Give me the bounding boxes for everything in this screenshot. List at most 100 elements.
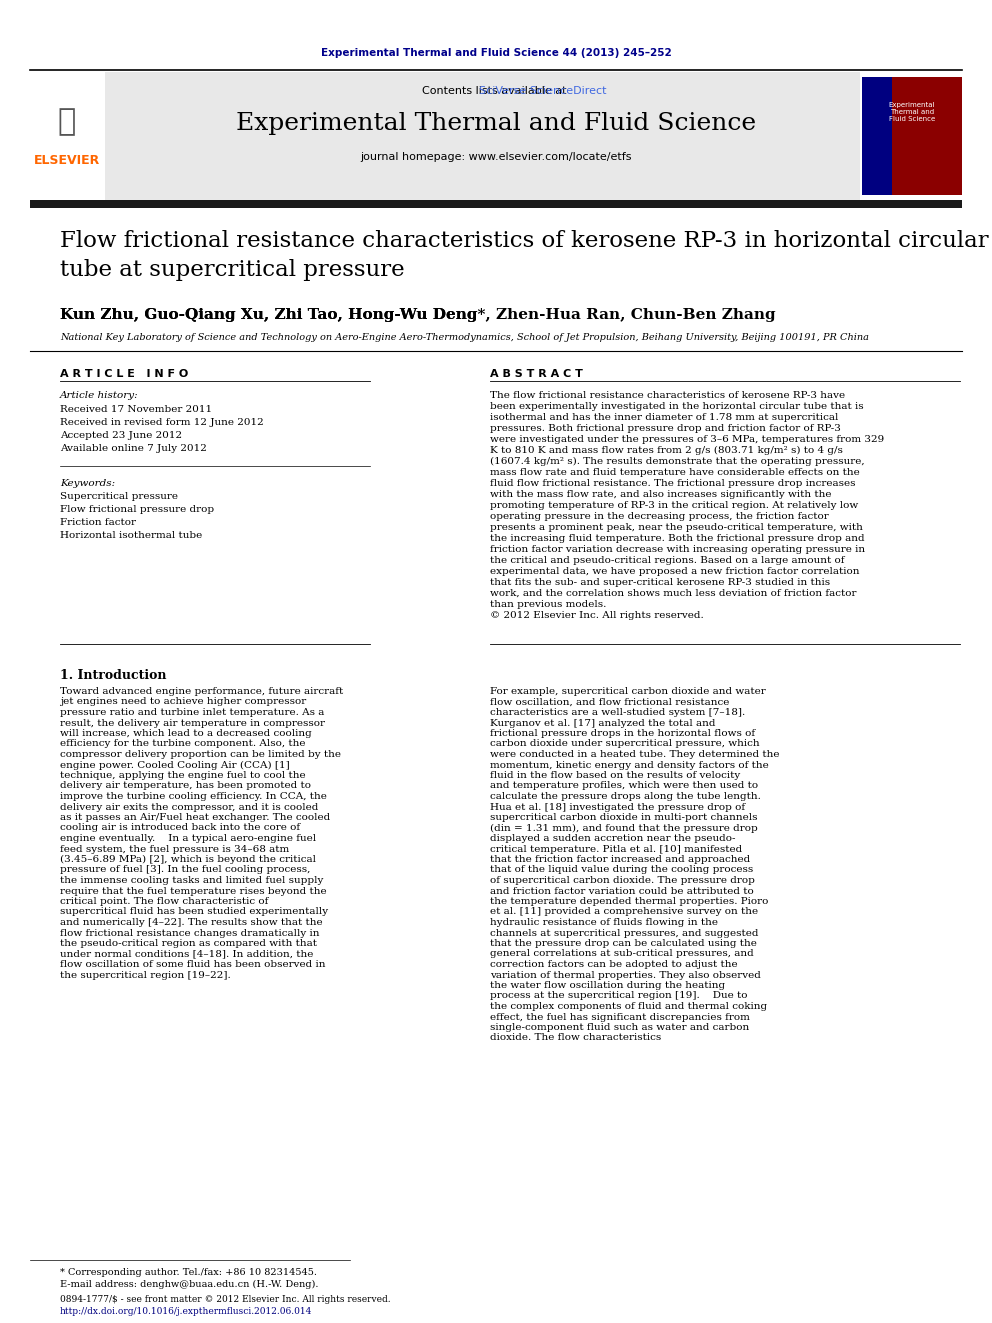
Text: mass flow rate and fluid temperature have considerable effects on the: mass flow rate and fluid temperature hav… xyxy=(490,468,860,478)
Text: Experimental
Thermal and
Fluid Science: Experimental Thermal and Fluid Science xyxy=(889,102,935,122)
Text: (din = 1.31 mm), and found that the pressure drop: (din = 1.31 mm), and found that the pres… xyxy=(490,823,758,832)
Text: and temperature profiles, which were then used to: and temperature profiles, which were the… xyxy=(490,782,758,791)
Text: Kun Zhu, Guo-Qiang Xu, Zhi Tao, Hong-Wu Deng: Kun Zhu, Guo-Qiang Xu, Zhi Tao, Hong-Wu … xyxy=(60,308,477,321)
Text: and friction factor variation could be attributed to: and friction factor variation could be a… xyxy=(490,886,754,896)
Text: flow oscillation of some fluid has been observed in: flow oscillation of some fluid has been … xyxy=(60,960,325,968)
Text: with the mass flow rate, and also increases significantly with the: with the mass flow rate, and also increa… xyxy=(490,490,831,499)
Text: journal homepage: www.elsevier.com/locate/etfs: journal homepage: www.elsevier.com/locat… xyxy=(360,152,632,161)
Text: fluid in the flow based on the results of velocity: fluid in the flow based on the results o… xyxy=(490,771,740,781)
Text: compressor delivery proportion can be limited by the: compressor delivery proportion can be li… xyxy=(60,750,341,759)
Text: will increase, which lead to a decreased cooling: will increase, which lead to a decreased… xyxy=(60,729,311,738)
Text: the immense cooling tasks and limited fuel supply: the immense cooling tasks and limited fu… xyxy=(60,876,323,885)
Text: © 2012 Elsevier Inc. All rights reserved.: © 2012 Elsevier Inc. All rights reserved… xyxy=(490,611,703,620)
Text: delivery air temperature, has been promoted to: delivery air temperature, has been promo… xyxy=(60,782,311,791)
Text: of supercritical carbon dioxide. The pressure drop: of supercritical carbon dioxide. The pre… xyxy=(490,876,755,885)
Text: For example, supercritical carbon dioxide and water: For example, supercritical carbon dioxid… xyxy=(490,687,766,696)
Text: critical temperature. Pitla et al. [10] manifested: critical temperature. Pitla et al. [10] … xyxy=(490,844,742,853)
Text: engine power. Cooled Cooling Air (CCA) [1]: engine power. Cooled Cooling Air (CCA) [… xyxy=(60,761,290,770)
Bar xyxy=(30,71,105,200)
Text: Flow frictional resistance characteristics of kerosene RP-3 in horizontal circul: Flow frictional resistance characteristi… xyxy=(60,230,989,280)
Text: improve the turbine cooling efficiency. In CCA, the: improve the turbine cooling efficiency. … xyxy=(60,792,327,800)
Text: work, and the correlation shows much less deviation of friction factor: work, and the correlation shows much les… xyxy=(490,589,856,598)
Text: supercritical carbon dioxide in multi-port channels: supercritical carbon dioxide in multi-po… xyxy=(490,814,758,822)
Text: 1. Introduction: 1. Introduction xyxy=(60,669,167,681)
Text: Experimental Thermal and Fluid Science: Experimental Thermal and Fluid Science xyxy=(236,112,756,135)
Text: that fits the sub- and super-critical kerosene RP-3 studied in this: that fits the sub- and super-critical ke… xyxy=(490,578,830,587)
Text: efficiency for the turbine component. Also, the: efficiency for the turbine component. Al… xyxy=(60,740,306,749)
Text: (1607.4 kg/m² s). The results demonstrate that the operating pressure,: (1607.4 kg/m² s). The results demonstrat… xyxy=(490,456,865,466)
Text: hydraulic resistance of fluids flowing in the: hydraulic resistance of fluids flowing i… xyxy=(490,918,718,927)
Text: engine eventually.    In a typical aero-engine fuel: engine eventually. In a typical aero-eng… xyxy=(60,833,316,843)
Bar xyxy=(862,77,892,194)
Text: Available online 7 July 2012: Available online 7 July 2012 xyxy=(60,445,207,452)
Bar xyxy=(80,71,860,200)
Text: the temperature depended thermal properties. Pioro: the temperature depended thermal propert… xyxy=(490,897,769,906)
Text: were investigated under the pressures of 3–6 MPa, temperatures from 329: were investigated under the pressures of… xyxy=(490,435,884,445)
Text: A R T I C L E   I N F O: A R T I C L E I N F O xyxy=(60,369,188,378)
Text: that of the liquid value during the cooling process: that of the liquid value during the cool… xyxy=(490,865,753,875)
Text: Friction factor: Friction factor xyxy=(60,519,136,527)
Text: pressure of fuel [3]. In the fuel cooling process,: pressure of fuel [3]. In the fuel coolin… xyxy=(60,865,310,875)
Text: experimental data, we have proposed a new friction factor correlation: experimental data, we have proposed a ne… xyxy=(490,568,859,576)
Text: Accepted 23 June 2012: Accepted 23 June 2012 xyxy=(60,431,183,441)
Text: characteristics are a well-studied system [7–18].: characteristics are a well-studied syste… xyxy=(490,708,745,717)
Text: SciVerse ScienceDirect: SciVerse ScienceDirect xyxy=(479,86,607,97)
Text: technique, applying the engine fuel to cool the: technique, applying the engine fuel to c… xyxy=(60,771,306,781)
Text: 0894-1777/$ - see front matter © 2012 Elsevier Inc. All rights reserved.: 0894-1777/$ - see front matter © 2012 El… xyxy=(60,1295,391,1304)
Text: fluid flow frictional resistance. The frictional pressure drop increases: fluid flow frictional resistance. The fr… xyxy=(490,479,855,488)
Text: critical point. The flow characteristic of: critical point. The flow characteristic … xyxy=(60,897,269,906)
Text: supercritical fluid has been studied experimentally: supercritical fluid has been studied exp… xyxy=(60,908,328,917)
Text: Horizontal isothermal tube: Horizontal isothermal tube xyxy=(60,531,202,540)
Text: general correlations at sub-critical pressures, and: general correlations at sub-critical pre… xyxy=(490,950,754,958)
Text: pressures. Both frictional pressure drop and friction factor of RP-3: pressures. Both frictional pressure drop… xyxy=(490,423,841,433)
Text: Article history:: Article history: xyxy=(60,392,139,400)
Text: single-component fluid such as water and carbon: single-component fluid such as water and… xyxy=(490,1023,749,1032)
Text: as it passes an Air/Fuel heat exchanger. The cooled: as it passes an Air/Fuel heat exchanger.… xyxy=(60,814,330,822)
Text: frictional pressure drops in the horizontal flows of: frictional pressure drops in the horizon… xyxy=(490,729,755,738)
Text: Contents lists available at: Contents lists available at xyxy=(422,86,570,97)
Text: isothermal and has the inner diameter of 1.78 mm at supercritical: isothermal and has the inner diameter of… xyxy=(490,413,838,422)
Text: Kun Zhu, Guo-Qiang Xu, Zhi Tao, Hong-Wu Deng*, Zhen-Hua Ran, Chun-Ben Zhang: Kun Zhu, Guo-Qiang Xu, Zhi Tao, Hong-Wu … xyxy=(60,308,776,321)
Text: Kurganov et al. [17] analyzed the total and: Kurganov et al. [17] analyzed the total … xyxy=(490,718,715,728)
Text: * Corresponding author. Tel./fax: +86 10 82314545.: * Corresponding author. Tel./fax: +86 10… xyxy=(60,1267,317,1277)
Text: Toward advanced engine performance, future aircraft: Toward advanced engine performance, futu… xyxy=(60,687,343,696)
Text: calculate the pressure drops along the tube length.: calculate the pressure drops along the t… xyxy=(490,792,761,800)
Text: E-mail address: denghw@buaa.edu.cn (H.-W. Deng).: E-mail address: denghw@buaa.edu.cn (H.-W… xyxy=(60,1279,318,1289)
Text: http://dx.doi.org/10.1016/j.expthermflusci.2012.06.014: http://dx.doi.org/10.1016/j.expthermflus… xyxy=(60,1307,312,1316)
Text: 🌳: 🌳 xyxy=(58,107,76,136)
Text: than previous models.: than previous models. xyxy=(490,601,606,609)
Text: require that the fuel temperature rises beyond the: require that the fuel temperature rises … xyxy=(60,886,326,896)
Text: Flow frictional pressure drop: Flow frictional pressure drop xyxy=(60,505,214,515)
Text: Received 17 November 2011: Received 17 November 2011 xyxy=(60,405,212,414)
Text: pressure ratio and turbine inlet temperature. As a: pressure ratio and turbine inlet tempera… xyxy=(60,708,324,717)
Text: ELSEVIER: ELSEVIER xyxy=(34,153,100,167)
Text: Experimental Thermal and Fluid Science 44 (2013) 245–252: Experimental Thermal and Fluid Science 4… xyxy=(320,48,672,58)
Text: Supercritical pressure: Supercritical pressure xyxy=(60,492,178,501)
Text: the complex components of fluid and thermal coking: the complex components of fluid and ther… xyxy=(490,1002,767,1011)
Text: been experimentally investigated in the horizontal circular tube that is: been experimentally investigated in the … xyxy=(490,402,864,411)
Text: feed system, the fuel pressure is 34–68 atm: feed system, the fuel pressure is 34–68 … xyxy=(60,844,290,853)
Text: the increasing fluid temperature. Both the frictional pressure drop and: the increasing fluid temperature. Both t… xyxy=(490,534,865,542)
Text: the supercritical region [19–22].: the supercritical region [19–22]. xyxy=(60,971,231,979)
Text: et al. [11] provided a comprehensive survey on the: et al. [11] provided a comprehensive sur… xyxy=(490,908,758,917)
Text: Hua et al. [18] investigated the pressure drop of: Hua et al. [18] investigated the pressur… xyxy=(490,803,745,811)
Text: flow frictional resistance changes dramatically in: flow frictional resistance changes drama… xyxy=(60,929,319,938)
Text: channels at supercritical pressures, and suggested: channels at supercritical pressures, and… xyxy=(490,929,759,938)
Text: National Key Laboratory of Science and Technology on Aero-Engine Aero-Thermodyna: National Key Laboratory of Science and T… xyxy=(60,333,869,343)
Text: promoting temperature of RP-3 in the critical region. At relatively low: promoting temperature of RP-3 in the cri… xyxy=(490,501,858,509)
Bar xyxy=(30,200,962,208)
Text: cooling air is introduced back into the core of: cooling air is introduced back into the … xyxy=(60,823,301,832)
Text: A B S T R A C T: A B S T R A C T xyxy=(490,369,583,378)
Text: displayed a sudden accretion near the pseudo-: displayed a sudden accretion near the ps… xyxy=(490,833,735,843)
Text: K to 810 K and mass flow rates from 2 g/s (803.71 kg/m² s) to 4 g/s: K to 810 K and mass flow rates from 2 g/… xyxy=(490,446,843,455)
Text: result, the delivery air temperature in compressor: result, the delivery air temperature in … xyxy=(60,718,325,728)
Text: effect, the fuel has significant discrepancies from: effect, the fuel has significant discrep… xyxy=(490,1012,750,1021)
Text: the critical and pseudo-critical regions. Based on a large amount of: the critical and pseudo-critical regions… xyxy=(490,556,844,565)
Text: The flow frictional resistance characteristics of kerosene RP-3 have: The flow frictional resistance character… xyxy=(490,392,845,400)
Text: jet engines need to achieve higher compressor: jet engines need to achieve higher compr… xyxy=(60,697,307,706)
Text: Received in revised form 12 June 2012: Received in revised form 12 June 2012 xyxy=(60,418,264,427)
Text: the pseudo-critical region as compared with that: the pseudo-critical region as compared w… xyxy=(60,939,317,949)
Text: flow oscillation, and flow frictional resistance: flow oscillation, and flow frictional re… xyxy=(490,697,729,706)
Text: operating pressure in the decreasing process, the friction factor: operating pressure in the decreasing pro… xyxy=(490,512,828,521)
Text: delivery air exits the compressor, and it is cooled: delivery air exits the compressor, and i… xyxy=(60,803,318,811)
